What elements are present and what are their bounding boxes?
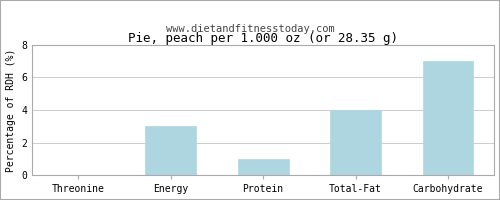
Bar bbox=[330, 110, 381, 175]
Bar bbox=[422, 61, 474, 175]
Bar bbox=[238, 159, 288, 175]
Bar bbox=[146, 126, 196, 175]
Text: www.dietandfitnesstoday.com: www.dietandfitnesstoday.com bbox=[166, 24, 334, 34]
Y-axis label: Percentage of RDH (%): Percentage of RDH (%) bbox=[6, 48, 16, 172]
Title: Pie, peach per 1.000 oz (or 28.35 g): Pie, peach per 1.000 oz (or 28.35 g) bbox=[128, 32, 398, 45]
